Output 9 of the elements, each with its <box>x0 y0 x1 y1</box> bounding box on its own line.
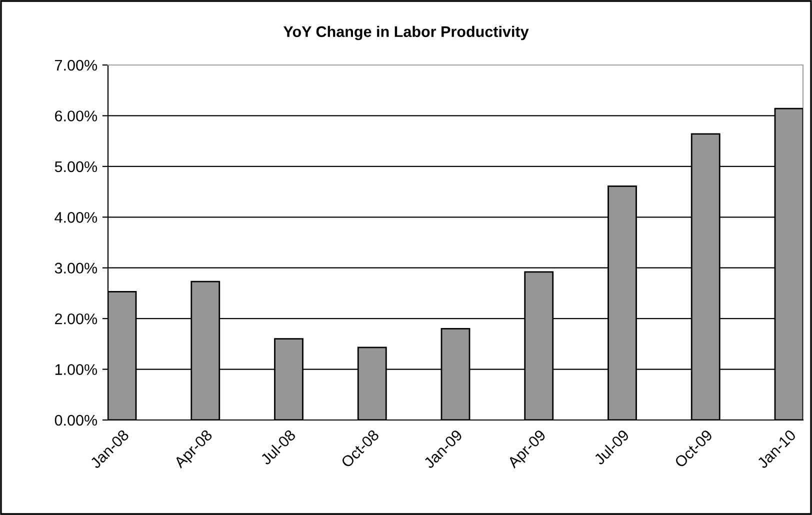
y-tick-label: 1.00% <box>55 364 98 375</box>
y-tick-label: 4.00% <box>54 212 98 223</box>
y-tick-label: 5.00% <box>54 161 98 172</box>
y-tick-label: 2.00% <box>55 313 98 324</box>
y-tick-label: 0.00% <box>54 414 98 426</box>
y-tick-label: 6.00% <box>55 110 98 122</box>
chart-title: YoY Change in Labor Productivity <box>283 26 529 40</box>
y-tick-label: 7.00% <box>55 60 98 71</box>
y-tick-label: 3.00% <box>54 262 98 274</box>
